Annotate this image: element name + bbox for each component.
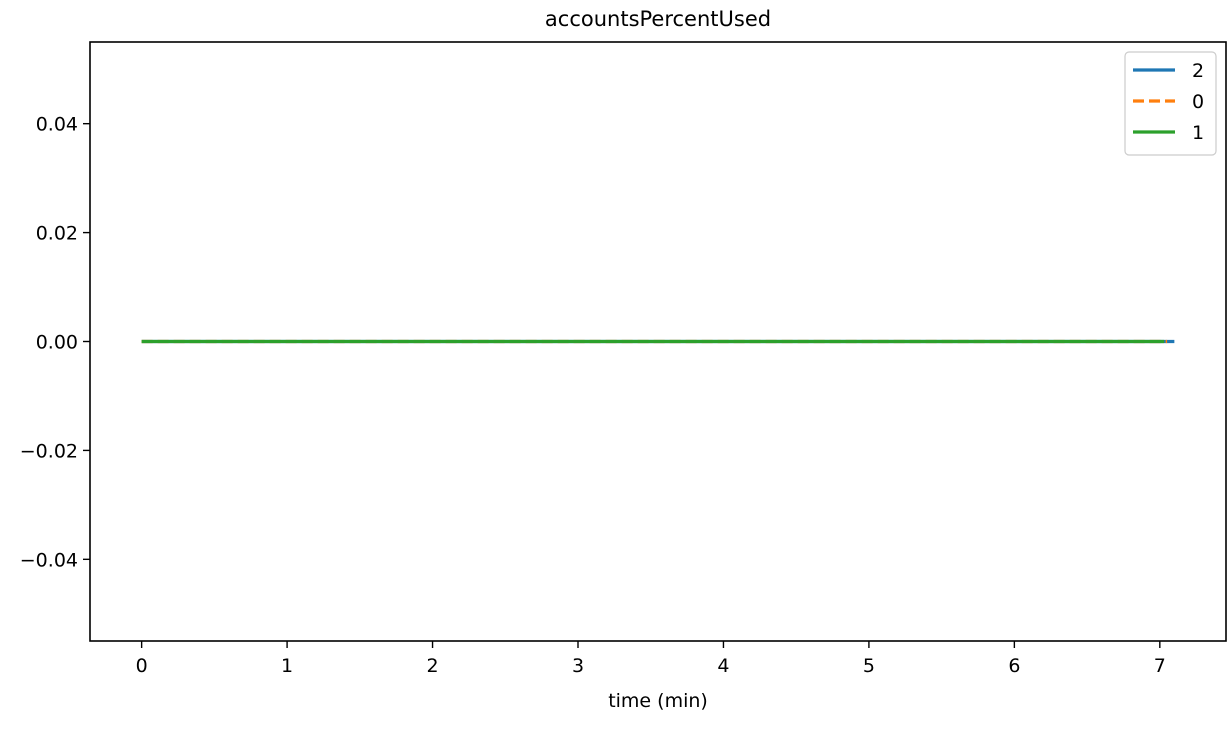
legend-label-0: 0 bbox=[1192, 91, 1204, 113]
x-tick-label: 5 bbox=[863, 655, 875, 677]
x-tick-label: 6 bbox=[1008, 655, 1020, 677]
legend: 2 0 1 bbox=[1124, 51, 1217, 156]
y-tick-label: 0.00 bbox=[36, 332, 78, 354]
y-tick-label: −0.02 bbox=[20, 440, 78, 462]
legend-box bbox=[1124, 51, 1217, 156]
x-tick-label: 4 bbox=[717, 655, 729, 677]
x-tick-label: 3 bbox=[572, 655, 584, 677]
x-tick-label: 7 bbox=[1154, 655, 1166, 677]
y-tick-label: 0.04 bbox=[36, 114, 78, 136]
y-tick-label: 0.02 bbox=[36, 223, 78, 245]
legend-label-2: 2 bbox=[1192, 60, 1204, 82]
x-axis: 0 1 2 3 4 5 6 7 bbox=[136, 641, 1166, 677]
y-axis: −0.04 −0.02 0.00 0.02 0.04 bbox=[20, 114, 90, 571]
y-tick-label: −0.04 bbox=[20, 549, 78, 571]
x-axis-label: time (min) bbox=[608, 690, 708, 712]
x-tick-label: 2 bbox=[426, 655, 438, 677]
plot-frame bbox=[89, 41, 1227, 642]
legend-label-1: 1 bbox=[1192, 122, 1204, 144]
x-tick-label: 0 bbox=[136, 655, 148, 677]
x-tick-label: 1 bbox=[281, 655, 293, 677]
chart-title: accountsPercentUsed bbox=[545, 7, 771, 31]
